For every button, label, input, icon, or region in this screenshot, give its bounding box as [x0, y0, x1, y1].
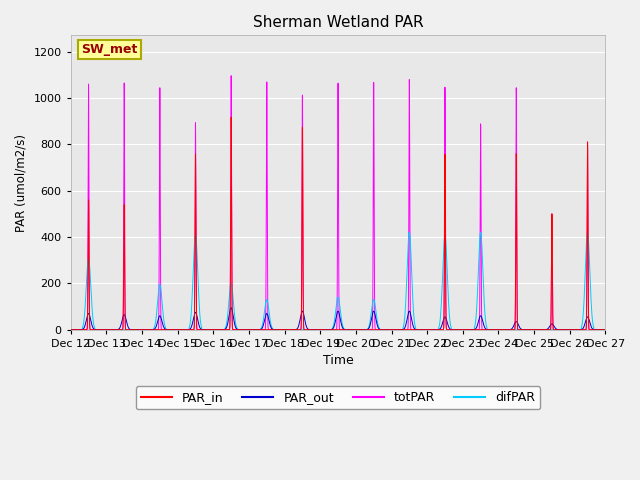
- Y-axis label: PAR (umol/m2/s): PAR (umol/m2/s): [15, 133, 28, 231]
- Title: Sherman Wetland PAR: Sherman Wetland PAR: [253, 15, 423, 30]
- X-axis label: Time: Time: [323, 354, 353, 367]
- Legend: PAR_in, PAR_out, totPAR, difPAR: PAR_in, PAR_out, totPAR, difPAR: [136, 386, 540, 409]
- Text: SW_met: SW_met: [81, 43, 138, 56]
